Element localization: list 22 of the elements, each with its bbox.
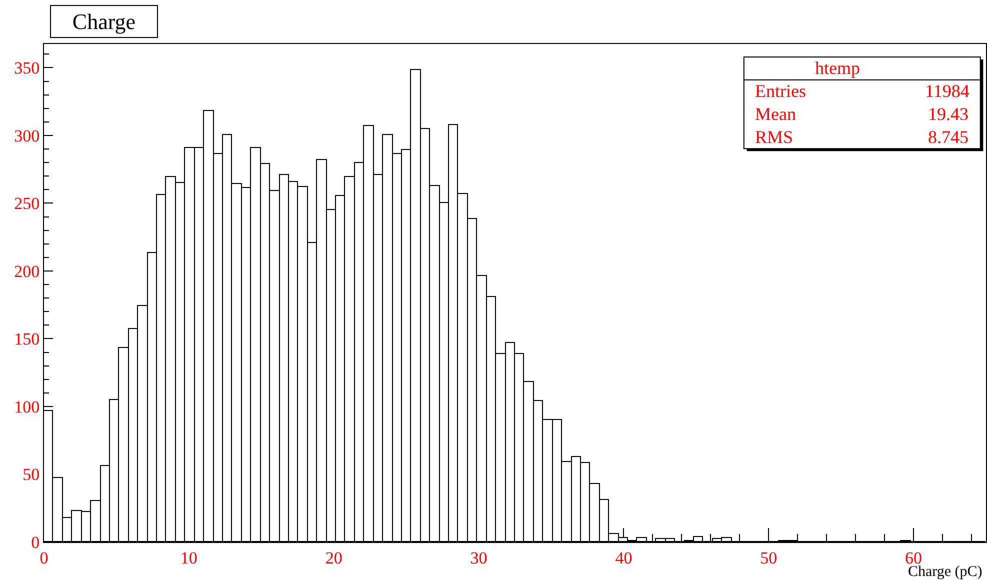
annotation: Entries [755,81,806,101]
y-tick-label: 250 [14,194,40,214]
x-tick-label: 10 [180,548,198,568]
x-axis-title: Charge (pC) [908,564,982,580]
annotation: RMS [755,127,794,147]
y-tick-label: 50 [22,465,40,484]
x-tick-label: 50 [760,548,778,568]
chart-title: Charge [72,9,136,34]
y-tick-label: 0 [31,532,40,552]
y-tick-label: 350 [14,58,40,78]
y-tick-label: 150 [14,330,40,349]
y-tick-label: 200 [14,262,40,281]
annotation: 8.745 [928,127,968,147]
x-tick-label: 30 [470,548,488,568]
annotation: Mean [755,104,796,124]
y-tick-label: 300 [14,126,40,146]
x-tick-label: 20 [325,548,342,568]
y-tick-label: 100 [14,397,40,416]
annotation: 19.43 [928,104,968,124]
x-tick-label: 40 [615,548,632,568]
annotation: 11984 [925,81,970,101]
annotation: htemp [815,58,860,78]
